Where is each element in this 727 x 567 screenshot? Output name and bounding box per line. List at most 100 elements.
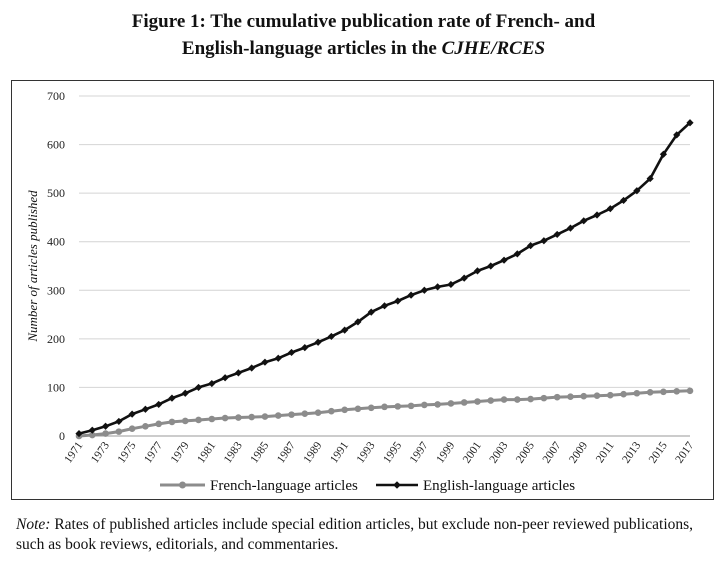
data-point-english: [194, 383, 203, 392]
data-point-french: [248, 413, 255, 421]
data-point-french: [527, 395, 534, 403]
legend-marker: [393, 481, 401, 489]
data-point-english: [460, 274, 468, 282]
data-point-french: [673, 388, 681, 395]
data-point-french: [128, 425, 136, 433]
data-point-french: [328, 407, 335, 415]
data-point-french: [567, 393, 574, 400]
data-point-english: [314, 338, 322, 346]
x-tick-label: 1981: [195, 440, 218, 466]
x-tick-label: 1971: [62, 440, 85, 466]
line-chart: 0 100 200 300 400 500 600 700 Number of articles…: [25, 89, 697, 494]
x-tick-label: 1995: [381, 440, 404, 466]
data-point-french: [155, 420, 162, 428]
data-point-french: [88, 431, 96, 439]
data-point-english: [141, 405, 150, 413]
data-point-french: [115, 428, 123, 435]
data-point-english: [274, 354, 282, 362]
data-point-english: [128, 410, 136, 418]
data-point-french: [474, 398, 481, 405]
data-point-french: [620, 390, 627, 398]
data-point-french: [221, 414, 229, 422]
legend-label: French-language articles: [210, 478, 358, 494]
data-point-french: [354, 405, 362, 413]
data-point-english: [248, 364, 256, 372]
x-tick-label: 1975: [116, 440, 139, 466]
data-point-french: [381, 403, 388, 411]
x-tick-label: 2013: [620, 440, 643, 466]
data-point-english: [181, 389, 189, 397]
data-point-english: [301, 344, 309, 352]
data-point-english: [659, 150, 668, 158]
data-point-english: [566, 224, 575, 232]
data-point-french: [500, 396, 508, 403]
data-point-french: [235, 414, 242, 421]
x-tick-label: 1993: [355, 440, 378, 466]
x-tick-label: 2001: [461, 440, 484, 466]
data-point-english: [115, 417, 123, 426]
data-point-french: [208, 415, 216, 423]
data-point-french: [514, 396, 521, 403]
note-text: Rates of published articles include spec…: [16, 516, 694, 553]
data-point-english: [88, 426, 96, 434]
data-point-french: [102, 430, 109, 437]
data-point-english: [580, 217, 588, 225]
data-point-english: [420, 286, 428, 294]
y-axis-label: Number of articles published: [25, 190, 40, 343]
data-point-french: [288, 411, 295, 418]
data-point-french: [686, 387, 694, 395]
x-tick-label: 2009: [567, 440, 590, 466]
y-tick-label: 300: [47, 283, 65, 297]
data-point-french: [646, 388, 654, 396]
y-tick-label: 500: [47, 186, 65, 200]
data-point-french: [487, 397, 495, 404]
data-point-french: [367, 404, 375, 412]
data-point-french: [660, 388, 667, 396]
data-point-english: [606, 205, 614, 213]
chart-frame: 0 100 200 300 400 500 600 700 Number of articles…: [11, 80, 714, 500]
note-label: Note:: [16, 516, 51, 533]
data-point-english: [513, 250, 521, 258]
figure-title-line-2-text: English-language articles in the: [181, 38, 442, 59]
x-tick-label: 1985: [248, 440, 271, 466]
data-point-french: [447, 400, 455, 407]
y-tick-label: 0: [59, 429, 65, 443]
data-point-french: [181, 417, 189, 425]
data-point-english: [553, 230, 561, 239]
x-tick-label: 1979: [169, 440, 192, 466]
data-point-english: [221, 374, 229, 382]
data-point-french: [540, 394, 548, 402]
data-point-french: [314, 409, 322, 416]
figure-title-line-2: English-language articles in the CJHE/RC…: [0, 35, 727, 62]
data-point-english: [540, 237, 548, 245]
data-point-french: [301, 410, 309, 417]
data-point-english: [394, 297, 402, 305]
y-tick-label: 600: [47, 138, 65, 152]
data-point-french: [407, 402, 415, 410]
x-tick-label: 2007: [541, 440, 564, 466]
data-point-english: [287, 348, 296, 357]
x-tick-label: 2017: [673, 440, 696, 466]
data-point-french: [633, 389, 641, 397]
x-tick-label: 1983: [222, 440, 245, 466]
data-point-english: [354, 318, 362, 326]
data-point-english: [101, 422, 110, 430]
journal-name: CJHE/RCES: [441, 38, 546, 59]
data-point-english: [434, 283, 442, 291]
data-point-french: [553, 393, 561, 401]
data-point-french: [421, 401, 428, 409]
data-point-french: [593, 392, 601, 399]
data-point-english: [155, 400, 163, 409]
x-tick-label: 1999: [434, 440, 457, 466]
y-tick-label: 100: [47, 380, 65, 394]
data-point-french: [142, 422, 149, 430]
x-tick-label: 1997: [408, 440, 431, 466]
data-point-french: [274, 412, 282, 419]
x-tick-label: 1991: [328, 440, 351, 466]
x-tick-label: 1989: [302, 440, 325, 466]
legend-label: English-language articles: [423, 478, 575, 494]
data-point-english: [487, 262, 495, 270]
x-tick-label: 1973: [89, 440, 112, 466]
x-tick-label: 2015: [647, 440, 670, 466]
data-point-english: [407, 291, 415, 299]
